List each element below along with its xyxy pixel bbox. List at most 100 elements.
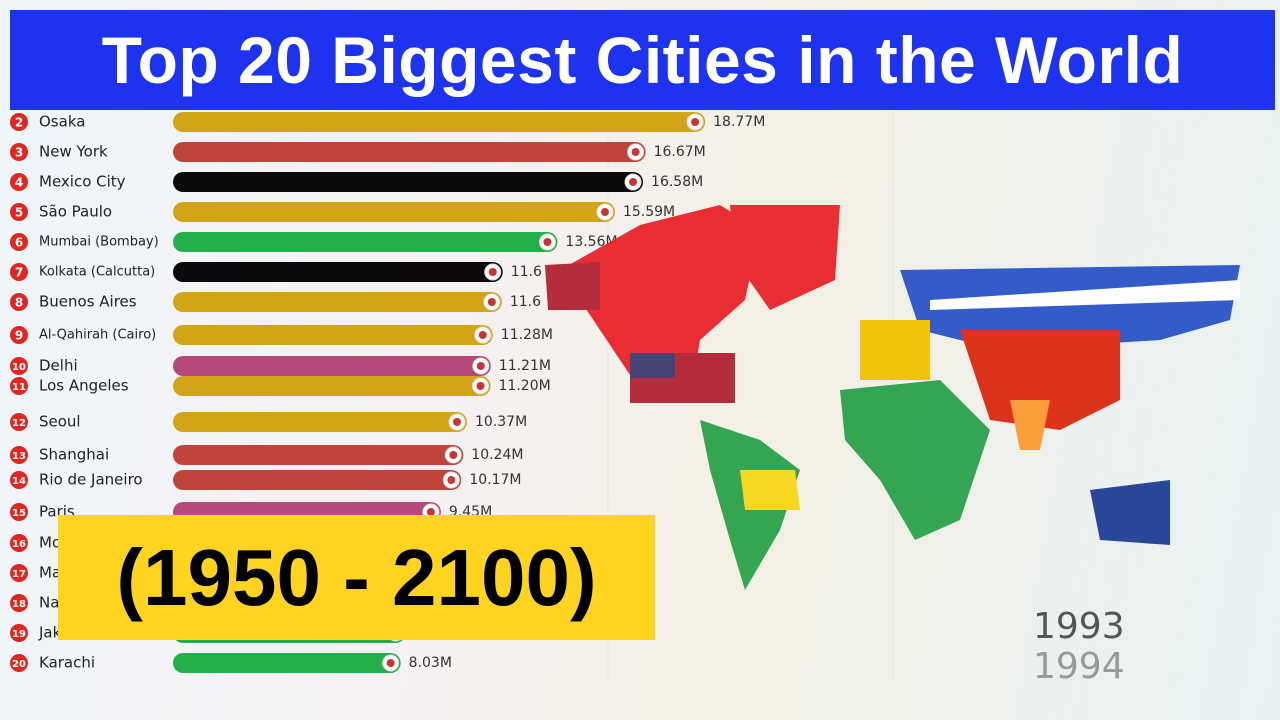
city-label: Mo (39, 534, 61, 552)
bar (173, 292, 502, 312)
rank-number: 2 (15, 116, 23, 130)
rank-number: 6 (15, 236, 23, 250)
city-label: Kolkata (Calcutta) (39, 265, 155, 280)
rank-number: 5 (15, 206, 23, 220)
title-banner: Top 20 Biggest Cities in the World (10, 10, 1275, 110)
rank-number: 3 (15, 146, 23, 160)
flag-dot (600, 208, 609, 216)
flag-dot (476, 382, 485, 390)
rank-number: 9 (15, 329, 23, 343)
rank-number: 16 (12, 539, 26, 550)
city-label: Rio de Janeiro (39, 471, 143, 489)
value-label: 10.24M (471, 447, 523, 463)
rank-number: 19 (12, 629, 26, 640)
rank-number: 10 (12, 362, 26, 373)
rank-badge (10, 233, 28, 251)
value-label: 18.77M (713, 114, 765, 130)
rank-number: 15 (12, 508, 26, 519)
rank-number: 18 (12, 599, 26, 610)
value-label: 8.03M (409, 655, 452, 671)
rank-number: 11 (12, 382, 26, 393)
flag-dot (447, 476, 456, 484)
bar (173, 172, 644, 192)
flag-dot (449, 451, 458, 459)
city-label: Seoul (39, 413, 81, 431)
rank-badge (10, 203, 28, 221)
rank-number: 13 (12, 451, 26, 462)
city-label: Na (39, 594, 59, 612)
city-label: São Paulo (39, 203, 112, 221)
chart-title: Top 20 Biggest Cities in the World (101, 23, 1184, 97)
bar (173, 142, 646, 162)
value-label: 10.37M (475, 414, 527, 430)
city-label: Buenos Aires (39, 293, 137, 311)
flag-dot (386, 659, 395, 667)
value-label: 11.28M (501, 327, 553, 343)
flag-dot (487, 298, 496, 306)
bar (173, 356, 491, 376)
flag-dot (691, 118, 700, 126)
value-label: 11.20M (499, 378, 551, 394)
rank-badge (10, 564, 28, 582)
rank-number: 8 (15, 296, 23, 310)
rank-badge (10, 624, 28, 642)
flag-dot (543, 238, 552, 246)
value-label: 16.58M (651, 174, 703, 190)
rank-number: 14 (12, 476, 26, 487)
value-label: 11.21M (499, 358, 551, 374)
bar (173, 445, 464, 465)
value-label: 11.6 (510, 294, 541, 310)
bar (173, 325, 493, 345)
city-label: Karachi (39, 654, 95, 672)
subtitle-banner: (1950 - 2100) (58, 515, 655, 640)
flag-dot (631, 148, 640, 156)
city-label: Shanghai (39, 446, 109, 464)
city-label: Delhi (39, 357, 78, 375)
value-label: 11.6 (511, 264, 542, 280)
bar (173, 470, 462, 490)
city-label: Mumbai (Bombay) (39, 235, 159, 250)
city-label: Al-Qahirah (Cairo) (39, 328, 156, 343)
rank-number: 12 (12, 418, 26, 429)
bar (173, 412, 467, 432)
flag-dot (476, 362, 485, 370)
city-label: Los Angeles (39, 377, 129, 395)
rank-number: 7 (15, 266, 23, 280)
bar (173, 376, 491, 396)
bar (173, 112, 706, 132)
bar (173, 262, 503, 282)
rank-badge (10, 534, 28, 552)
rank-badge (10, 413, 28, 431)
city-label: Ma (39, 564, 61, 582)
rank-badge (10, 377, 28, 395)
rank-badge (10, 143, 28, 161)
rank-badge (10, 357, 28, 375)
rank-badge (10, 654, 28, 672)
city-label: Mexico City (39, 173, 126, 191)
rank-number: 17 (12, 569, 26, 580)
bar (173, 232, 558, 252)
value-label: 15.59M (623, 204, 675, 220)
rank-badge (10, 503, 28, 521)
city-label: Jak (38, 624, 62, 642)
flag-dot (452, 418, 461, 426)
flag-dot (478, 331, 487, 339)
rank-number: 20 (12, 659, 26, 670)
flag-dot (629, 178, 638, 186)
flag-dot (426, 508, 435, 516)
value-label: 16.67M (654, 144, 706, 160)
city-label: Osaka (39, 113, 85, 131)
world-map (545, 205, 1240, 590)
city-label: New York (39, 143, 108, 161)
current-year: 1993 (1033, 606, 1125, 647)
bar (173, 653, 401, 673)
rank-badge (10, 293, 28, 311)
bar (173, 202, 615, 222)
value-label: 10.17M (469, 472, 521, 488)
rank-badge (10, 173, 28, 191)
rank-badge (10, 263, 28, 281)
rank-badge (10, 446, 28, 464)
rank-badge (10, 594, 28, 612)
rank-badge (10, 113, 28, 131)
rank-number: 4 (15, 176, 23, 190)
